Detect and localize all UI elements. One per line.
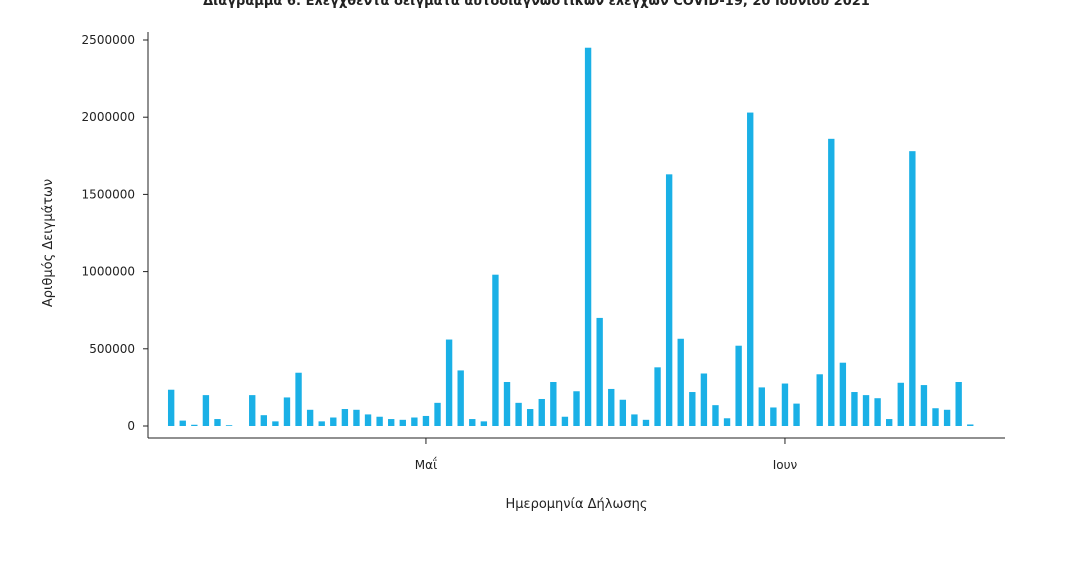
bar [943,409,951,426]
bar [492,274,499,426]
y-axis-title: Αριθμός Δειγμάτων [41,179,56,307]
bar [399,419,406,426]
bar [503,382,511,426]
x-tick-label: Ιουν [773,458,798,472]
bar [526,409,534,426]
bar [723,418,731,426]
bar [214,419,221,426]
bar [469,419,476,426]
bar [376,416,383,426]
bar [932,408,939,426]
bar [770,407,777,426]
bar [295,372,302,426]
bar [561,416,569,426]
bar [318,421,325,426]
bar [700,373,708,426]
bar [353,409,360,426]
bar [515,402,522,426]
y-tick-label: 2000000 [82,110,135,124]
bar [330,417,337,426]
bar [364,414,372,426]
bar [422,415,430,426]
y-axis-ticks: 0 500000 1000000 1500000 2000000 2500000 [82,33,148,433]
bar [816,374,823,426]
bar [828,138,835,426]
bar [642,419,650,426]
bar [781,383,789,426]
bar [862,395,870,426]
bar [735,345,742,426]
bar [225,425,233,426]
bar [411,417,418,426]
bar [665,174,673,426]
y-tick-label: 1000000 [82,265,135,279]
bar [839,362,847,426]
bar [306,409,314,426]
bar [886,419,893,426]
y-tick-label: 0 [127,419,135,433]
bar [955,382,962,426]
bar [457,370,464,426]
bar [793,403,800,426]
bar [747,112,754,426]
bar [631,414,638,426]
x-axis-title: Ημερομηνία Δήλωσης [506,497,648,512]
bar [249,395,256,426]
bar [191,424,198,426]
bar [874,398,881,426]
bar [341,409,349,426]
bar [712,405,719,426]
bar [388,419,395,426]
bar [260,415,267,426]
bar [480,421,488,426]
y-tick-label: 500000 [89,342,135,356]
bar [677,338,684,426]
bar [179,420,186,426]
bar [851,392,858,426]
y-tick-label: 1500000 [82,187,135,201]
bar [272,421,279,426]
bar [283,397,291,426]
bar [909,151,916,427]
bar-series [167,47,974,427]
bar [584,47,592,426]
bar [897,382,904,426]
y-tick-label: 2500000 [82,33,135,47]
bar [920,385,928,426]
bar [608,388,615,426]
x-axis-ticks: Μαΐ Ιουν [415,438,798,472]
bar [550,382,557,426]
chart-title: Διαγραμμα 6: Ελεγχθέντα δείγματα αυτοδια… [203,0,870,9]
bar [758,387,765,426]
bar [596,317,603,426]
bar [967,424,974,426]
bar [689,392,696,426]
bar [654,367,661,426]
bar [445,339,453,426]
bar [167,389,175,426]
bar [202,395,210,426]
bar [619,399,627,426]
x-tick-label: Μαΐ [415,457,437,472]
bar [573,391,580,426]
bar [538,398,545,426]
bar [434,402,441,426]
